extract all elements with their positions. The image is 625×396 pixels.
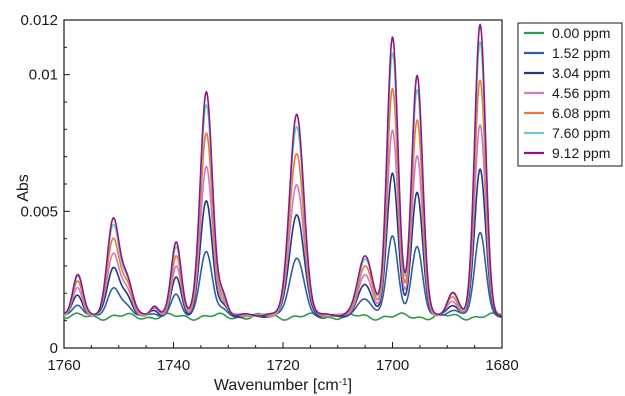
x-tick-label: 1700 — [376, 357, 409, 374]
y-tick-label: 0.012 — [20, 12, 58, 29]
legend-label: 1.52 ppm — [552, 45, 610, 61]
legend: 0.00 ppm 1.52 ppm 3.04 ppm 4.56 ppm 6.08 ppm… — [517, 22, 623, 167]
y-tick-label: 0 — [50, 340, 58, 357]
x-axis-title: Wavenumber [cm-1] — [214, 377, 352, 395]
legend-label: 6.08 ppm — [552, 105, 610, 121]
x-axis-title-end: ] — [348, 377, 352, 394]
series-line — [63, 312, 503, 321]
legend-label: 0.00 ppm — [552, 25, 610, 41]
series-layer — [63, 23, 503, 321]
y-axis: 0 0.005 0.01 0.012 — [20, 12, 70, 357]
x-axis: 1760 1740 1720 1700 1680 — [47, 342, 519, 374]
legend-label: 7.60 ppm — [552, 125, 610, 141]
legend-label: 3.04 ppm — [552, 65, 610, 81]
y-tick-label: 0.005 — [20, 203, 58, 220]
series-line — [63, 23, 503, 317]
y-tick-label: 0.01 — [29, 67, 58, 84]
legend-label: 9.12 ppm — [552, 145, 610, 161]
plot-area — [63, 23, 503, 321]
x-tick-label: 1680 — [485, 357, 518, 374]
x-axis-title-sup: -1 — [339, 377, 348, 388]
x-tick-label: 1740 — [157, 357, 190, 374]
y-axis-title: Abs — [15, 174, 32, 202]
series-line — [63, 231, 503, 318]
x-axis-title-main: Wavenumber [cm — [214, 377, 339, 394]
legend-label: 4.56 ppm — [552, 85, 610, 101]
x-tick-label: 1720 — [266, 357, 299, 374]
series-line — [63, 40, 503, 317]
x-tick-label: 1760 — [47, 357, 80, 374]
legend-box — [517, 22, 623, 167]
